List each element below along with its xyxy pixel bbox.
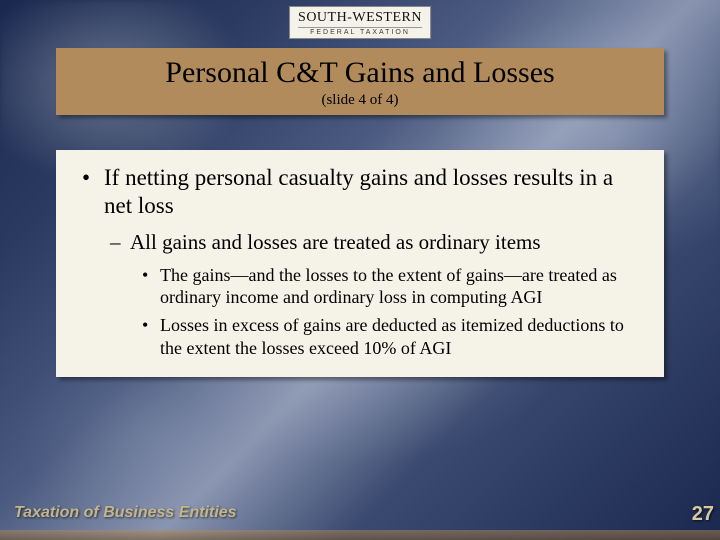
title-block: Personal C&T Gains and Losses (slide 4 o… [56,48,664,115]
page-number: 27 [692,503,714,526]
bullet-l1-text: If netting personal casualty gains and l… [104,164,638,220]
bottom-accent-bar [0,530,720,540]
bullet-level-3: • Losses in excess of gains are deducted… [142,314,638,359]
bullet-level-1: • If netting personal casualty gains and… [82,164,638,220]
bullet-level-3: • The gains—and the losses to the extent… [142,264,638,309]
bullet-l3a-text: The gains—and the losses to the extent o… [160,264,638,309]
bullet-dash-icon: – [110,230,130,256]
logo-main-text: SOUTH-WESTERN [298,10,422,26]
bullet-dot-icon: • [142,264,160,309]
bullet-l2-text: All gains and losses are treated as ordi… [130,230,541,256]
bullet-dot-icon: • [82,164,104,220]
bullet-dot-icon: • [142,314,160,359]
slide-subtitle: (slide 4 of 4) [66,92,654,109]
publisher-logo: SOUTH-WESTERN FEDERAL TAXATION [289,6,431,39]
logo-sub-text: FEDERAL TAXATION [298,27,422,36]
footer-title: Taxation of Business Entities [14,504,237,522]
content-block: • If netting personal casualty gains and… [56,150,664,377]
bullet-level-2: – All gains and losses are treated as or… [110,230,638,256]
slide-title: Personal C&T Gains and Losses [66,56,654,90]
bullet-l3b-text: Losses in excess of gains are deducted a… [160,314,638,359]
